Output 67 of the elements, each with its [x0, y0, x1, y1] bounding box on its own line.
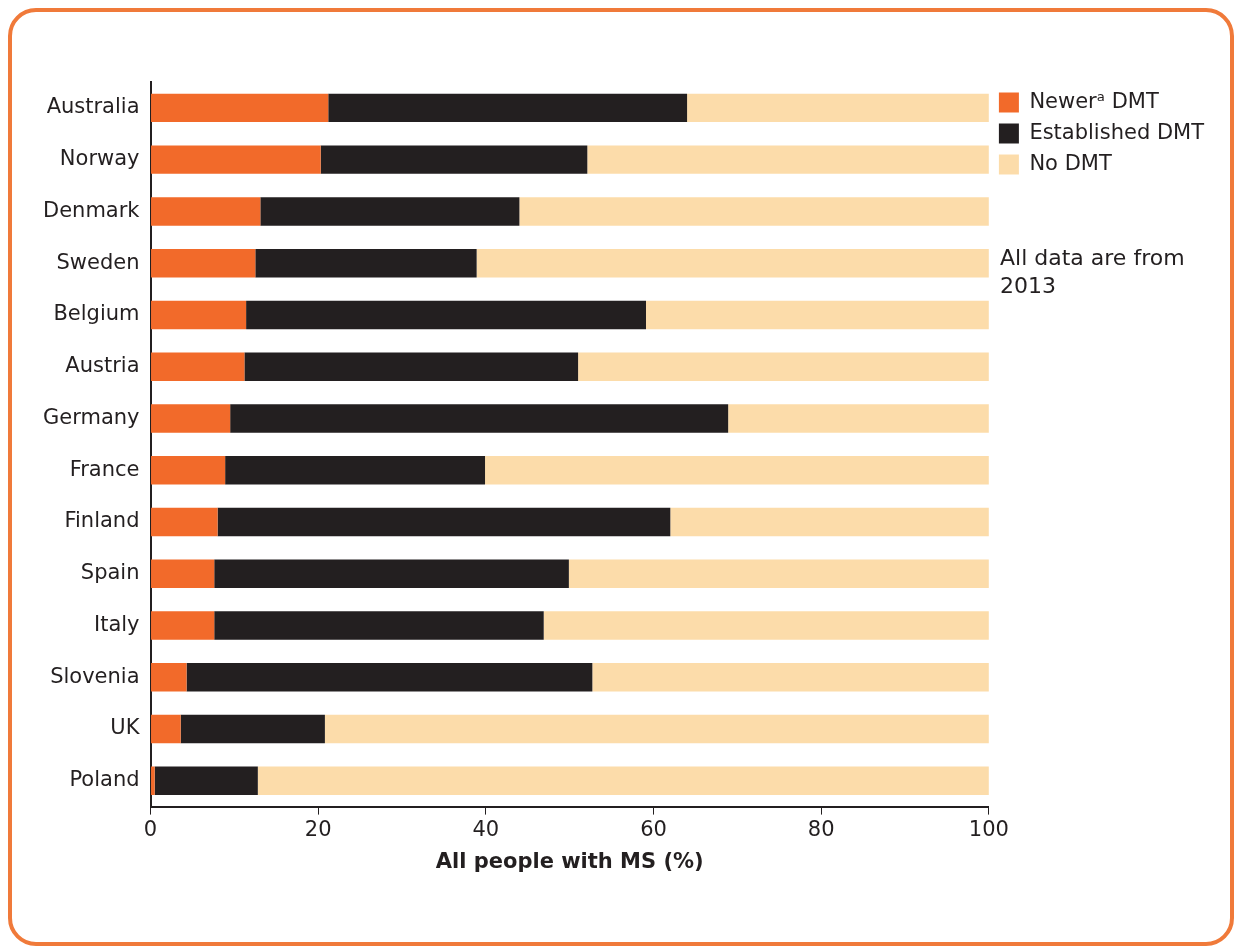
- bar: [151, 507, 218, 537]
- y-tick-label: Norway: [59, 146, 140, 171]
- bar: [543, 611, 989, 640]
- bar: [151, 197, 261, 226]
- y-tick-label: UK: [110, 715, 141, 740]
- y-tick-label: Denmark: [42, 197, 141, 222]
- bar: [670, 507, 989, 537]
- bar: [578, 352, 989, 381]
- legend-label: No DMT: [1029, 150, 1112, 175]
- bar: [151, 559, 215, 588]
- bar: [151, 766, 155, 795]
- x-tick-label: 0: [143, 816, 158, 841]
- bar: [246, 300, 646, 330]
- y-tick-label: Poland: [69, 767, 140, 792]
- x-tick-label: 80: [807, 816, 835, 841]
- bar: [180, 714, 325, 744]
- y-tick-label: Slovenia: [50, 663, 140, 688]
- y-tick-label: Belgium: [53, 301, 140, 326]
- bar: [592, 662, 989, 692]
- bar: [151, 93, 329, 123]
- bar: [151, 404, 231, 433]
- bar: [151, 714, 181, 744]
- bar: [151, 611, 215, 640]
- bar: [687, 93, 989, 123]
- bar: [476, 248, 989, 278]
- y-tick-label: Italy: [93, 611, 140, 636]
- legend-label: Newerᵃ DMT: [1029, 88, 1159, 113]
- bar: [151, 352, 245, 381]
- bar: [646, 300, 989, 330]
- bar: [485, 455, 989, 485]
- bar: [320, 145, 588, 174]
- bar: [244, 352, 579, 381]
- bar: [728, 404, 989, 433]
- bar: [587, 145, 989, 174]
- bar: [328, 93, 688, 123]
- x-axis-title: All people with MS (%): [435, 848, 704, 873]
- bar: [225, 455, 486, 485]
- x-tick-label: 20: [304, 816, 332, 841]
- bar: [257, 766, 989, 795]
- text: All data are from 2013: [1000, 244, 1186, 300]
- bar: [151, 662, 187, 692]
- bar: [568, 559, 989, 588]
- bar: [255, 248, 477, 278]
- bar: [151, 455, 226, 485]
- bar: [151, 300, 247, 330]
- y-tick-label: Austria: [65, 353, 140, 378]
- bar: [214, 559, 569, 588]
- x-tick-label: 40: [472, 816, 500, 841]
- y-tick-label: Spain: [80, 560, 140, 585]
- y-tick-label: Germany: [42, 404, 140, 429]
- y-tick-label: Australia: [46, 94, 140, 119]
- legend-label: Established DMT: [1029, 119, 1205, 144]
- y-tick-label: Finland: [64, 508, 140, 533]
- bar: [230, 404, 729, 433]
- x-tick-label: 100: [968, 816, 1009, 841]
- bar: [260, 197, 520, 226]
- y-tick-label: France: [69, 456, 140, 481]
- bar: [214, 611, 544, 640]
- bar: [151, 248, 256, 278]
- bar: [519, 197, 989, 226]
- bar: [324, 714, 989, 744]
- y-tick-label: Sweden: [56, 249, 140, 274]
- x-tick-label: 60: [640, 816, 667, 841]
- bar: [154, 766, 258, 795]
- bar: [217, 507, 671, 537]
- bar: [151, 145, 321, 174]
- bar: [186, 662, 593, 692]
